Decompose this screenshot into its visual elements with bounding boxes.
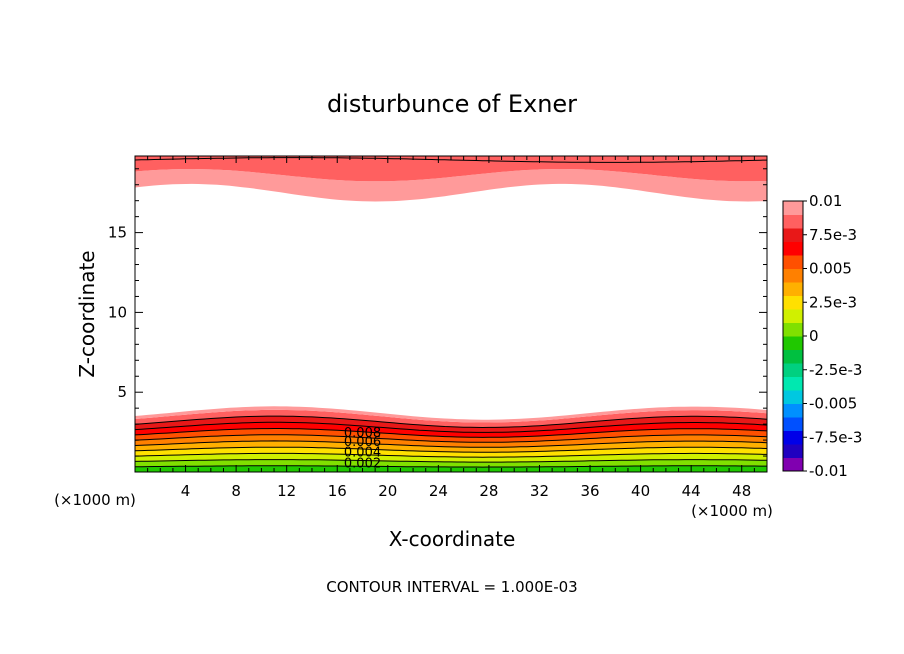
lower-band-2 bbox=[135, 453, 767, 463]
colorbar bbox=[782, 200, 804, 472]
colorbar-labels: 0.01 7.5e-3 0.005 2.5e-3 0 -2.5e-3 -0.005 -7.5e… bbox=[803, 192, 862, 480]
colorbar-tick-label: 7.5e-3 bbox=[809, 226, 857, 244]
lower-contour-2 bbox=[134, 452, 768, 458]
contour-label: 0.004 bbox=[344, 445, 381, 460]
x-tick-label: 32 bbox=[530, 482, 549, 500]
x-tick-label: 24 bbox=[429, 482, 448, 500]
colorbar-segment bbox=[783, 255, 803, 269]
contour-label: 0.006 bbox=[344, 435, 381, 450]
colorbar-segment bbox=[783, 444, 803, 458]
x-tick-label: 40 bbox=[631, 482, 650, 500]
lower-band-1 bbox=[135, 459, 767, 468]
y-tick-label: 10 bbox=[108, 303, 127, 321]
colorbar-segment bbox=[783, 295, 803, 310]
colorbar-segment bbox=[783, 228, 803, 242]
x-tick-label: 36 bbox=[580, 482, 599, 500]
contour-label: 0.008 bbox=[344, 426, 381, 441]
x-tick-label: 8 bbox=[231, 482, 241, 500]
colorbar-segment bbox=[783, 417, 803, 431]
lower-contour-0 bbox=[135, 465, 767, 468]
contour-label: 0.002 bbox=[344, 456, 381, 471]
x-tick-label: 16 bbox=[328, 482, 347, 500]
x-axis-ticks: 4 8 12 16 20 24 28 32 36 40 44 48 bbox=[147, 156, 755, 500]
colorbar-segment bbox=[783, 349, 803, 364]
lower-contour-7 bbox=[134, 421, 768, 433]
x-axis-label: X-coordinate bbox=[389, 527, 516, 551]
lower-band-8 bbox=[135, 416, 767, 433]
colorbar-segment bbox=[783, 268, 803, 283]
colorbar-tick-label: 0.005 bbox=[809, 260, 852, 278]
x-tick-label: 12 bbox=[277, 482, 296, 500]
colorbar-segment bbox=[783, 376, 803, 391]
colorbar-segment bbox=[783, 390, 803, 404]
chart-title: disturbunce of Exner bbox=[327, 90, 577, 118]
y-axis-ticks: 5 10 15 bbox=[108, 168, 767, 457]
x-tick-label: 20 bbox=[378, 482, 397, 500]
colorbar-segment bbox=[783, 336, 803, 350]
x-tick-label: 28 bbox=[479, 482, 498, 500]
colorbar-segment bbox=[783, 241, 803, 256]
colorbar-tick-label: -7.5e-3 bbox=[809, 428, 862, 446]
colorbar-segment bbox=[783, 214, 803, 229]
x-tick-label: 44 bbox=[682, 482, 701, 500]
colorbar-segment bbox=[783, 430, 803, 445]
x-tick-label: 4 bbox=[181, 482, 191, 500]
contour-lines bbox=[134, 157, 768, 468]
colorbar-segment bbox=[783, 403, 803, 418]
colorbar-tick-label: -0.01 bbox=[809, 462, 848, 480]
colorbar-tick-label: 0 bbox=[809, 327, 819, 345]
lower-contour-5 bbox=[134, 434, 768, 443]
y-axis-label: Z-coordinate bbox=[75, 250, 99, 377]
lower-band-10 bbox=[135, 406, 767, 423]
colorbar-segment bbox=[783, 201, 803, 215]
lower-contour-3 bbox=[134, 446, 768, 453]
x-tick-label: 48 bbox=[732, 482, 751, 500]
lower-contour-1 bbox=[134, 459, 768, 463]
lower-band-4 bbox=[135, 440, 767, 453]
x-unit-right: (×1000 m) bbox=[691, 502, 773, 520]
lower-band-9 bbox=[135, 409, 767, 428]
x-unit-left: (×1000 m) bbox=[54, 491, 136, 509]
colorbar-tick-label: 0.01 bbox=[809, 192, 842, 210]
y-tick-label: 5 bbox=[117, 383, 127, 401]
y-tick-label: 15 bbox=[108, 224, 127, 242]
contour-interval-note: CONTOUR INTERVAL = 1.000E-03 bbox=[326, 578, 577, 596]
colorbar-segment bbox=[783, 363, 803, 377]
colorbar-segment bbox=[783, 309, 803, 323]
colorbar-segment bbox=[783, 322, 803, 337]
colorbar-tick-label: -0.005 bbox=[809, 395, 857, 413]
colorbar-segment bbox=[783, 282, 803, 296]
lower-contour-6 bbox=[134, 428, 768, 438]
lower-contour-4 bbox=[134, 440, 768, 448]
lower-contour-8 bbox=[134, 415, 768, 429]
colorbar-tick-label: -2.5e-3 bbox=[809, 361, 862, 379]
upper-band-0 bbox=[135, 169, 767, 202]
colorbar-segment bbox=[783, 457, 803, 472]
contour-fills bbox=[135, 156, 767, 472]
colorbar-tick-label: 2.5e-3 bbox=[809, 293, 857, 311]
